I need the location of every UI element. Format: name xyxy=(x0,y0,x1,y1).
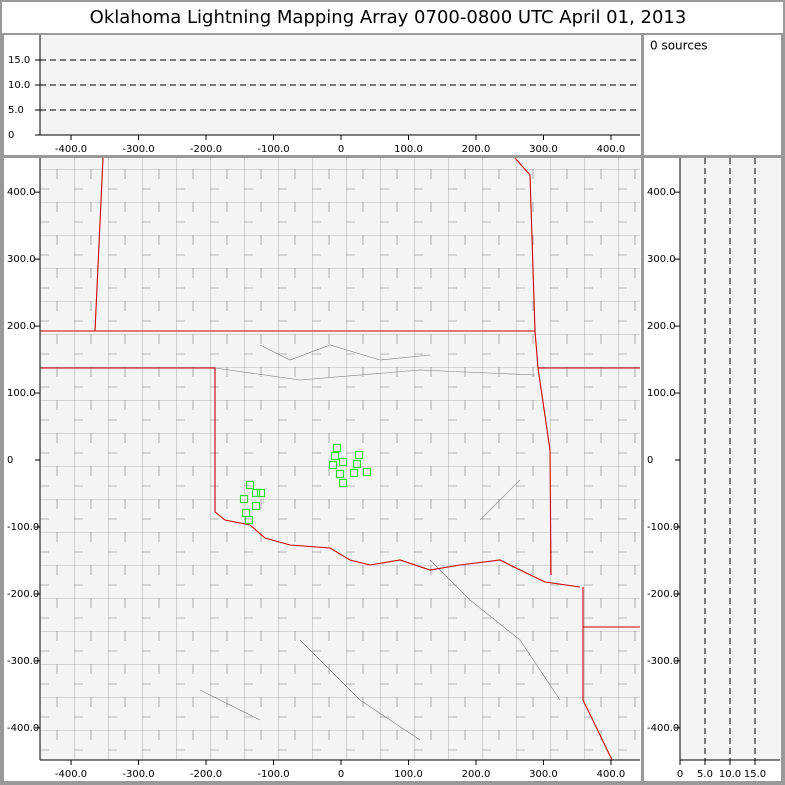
x-tick-label: -100.0 xyxy=(257,769,289,780)
y-tick-label: 200.0 xyxy=(647,321,676,332)
state-border xyxy=(582,587,640,760)
x-tick-label: 400.0 xyxy=(597,144,626,155)
lightning-source xyxy=(239,494,249,504)
lightning-source xyxy=(245,480,255,490)
y-tick-label: 5.0 xyxy=(8,105,24,116)
lightning-source xyxy=(332,443,342,453)
lightning-source xyxy=(354,450,364,460)
x-tick-label: 100.0 xyxy=(394,769,423,780)
x-tick-label: 5.0 xyxy=(697,769,713,780)
y-tick-label: 15.0 xyxy=(8,55,30,66)
x-tick-label: 0 xyxy=(338,144,344,155)
y-tick-label: 400.0 xyxy=(7,187,36,198)
x-tick-label: 300.0 xyxy=(529,144,558,155)
x-tick-label: 300.0 xyxy=(529,769,558,780)
x-tick-label: 400.0 xyxy=(597,769,626,780)
y-tick-label: 0 xyxy=(647,455,653,466)
lightning-source xyxy=(335,469,345,479)
y-tick-label: -300.0 xyxy=(647,656,679,667)
count-panel xyxy=(644,35,781,155)
y-tick-label: -100.0 xyxy=(647,522,679,533)
lightning-source xyxy=(338,457,348,467)
x-tick-label: -100.0 xyxy=(257,144,289,155)
y-tick-label: 200.0 xyxy=(7,321,36,332)
lightning-source xyxy=(328,460,338,470)
lightning-source xyxy=(330,451,340,461)
y-tick-label: -400.0 xyxy=(647,723,679,734)
x-tick-label: -300.0 xyxy=(122,769,154,780)
lightning-source xyxy=(251,501,261,511)
title-bar xyxy=(2,2,783,33)
y-tick-label: -400.0 xyxy=(7,723,39,734)
lightning-source xyxy=(244,515,254,525)
x-tick-label: 10.0 xyxy=(719,769,741,780)
y-tick-label: 400.0 xyxy=(647,187,676,198)
source-count: 0 sources xyxy=(650,39,708,53)
lightning-source xyxy=(256,488,266,498)
y-tick-label: 0 xyxy=(7,455,13,466)
y-tick-label: -100.0 xyxy=(7,522,39,533)
y-tick-label: 100.0 xyxy=(647,388,676,399)
x-tick-label: 200.0 xyxy=(462,144,491,155)
y-tick-label: 0 xyxy=(8,130,14,141)
lightning-source xyxy=(362,467,372,477)
x-tick-label: 200.0 xyxy=(462,769,491,780)
lightning-source xyxy=(338,478,348,488)
x-tick-label: -400.0 xyxy=(55,769,87,780)
x-tick-label: 0 xyxy=(677,769,683,780)
x-tick-label: -200.0 xyxy=(190,144,222,155)
y-tick-label: -300.0 xyxy=(7,656,39,667)
state-border xyxy=(40,367,581,588)
title: Oklahoma Lightning Mapping Array 0700-08… xyxy=(90,7,687,28)
y-tick-label: -200.0 xyxy=(647,589,679,600)
x-tick-label: -200.0 xyxy=(190,769,222,780)
x-tick-label: 15.0 xyxy=(744,769,766,780)
lightning-source xyxy=(349,468,359,478)
x-tick-label: -300.0 xyxy=(122,144,154,155)
lightning-source xyxy=(251,488,261,498)
x-tick-label: 100.0 xyxy=(394,144,423,155)
y-tick-label: 100.0 xyxy=(7,388,36,399)
state-border xyxy=(514,158,640,576)
rivers xyxy=(199,344,561,741)
x-tick-label: -400.0 xyxy=(55,144,87,155)
y-tick-label: 300.0 xyxy=(647,254,676,265)
state-border xyxy=(94,158,104,332)
y-tick-label: 300.0 xyxy=(7,254,36,265)
lightning-source xyxy=(352,459,362,469)
y-tick-label: -200.0 xyxy=(7,589,39,600)
x-tick-label: 0 xyxy=(338,769,344,780)
y-tick-label: 10.0 xyxy=(8,80,30,91)
